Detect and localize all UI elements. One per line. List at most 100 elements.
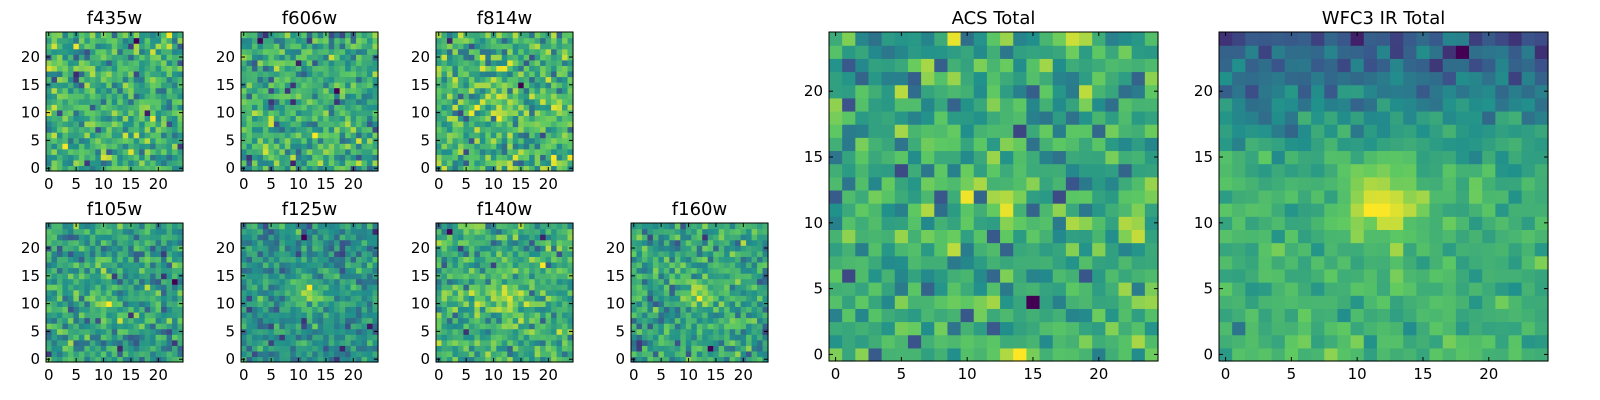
heatmap-cell: [150, 65, 157, 72]
heatmap-cell: [144, 159, 151, 167]
heatmap-cell: [446, 148, 454, 155]
heatmap-cell: [523, 93, 530, 100]
heatmap-cell: [56, 306, 64, 313]
heatmap-cell: [84, 54, 91, 61]
heatmap-cell: [658, 306, 665, 313]
heatmap-cell: [295, 159, 302, 167]
heatmap-cell: [973, 321, 988, 336]
heatmap-cell: [534, 43, 541, 50]
heatmap-cell: [106, 137, 113, 144]
heatmap-cell: [328, 159, 335, 167]
heatmap-cell: [284, 317, 291, 324]
heatmap-cell: [762, 284, 769, 291]
heatmap-cell: [139, 317, 146, 324]
heatmap-cell: [122, 93, 129, 100]
heatmap-cell: [740, 267, 747, 274]
heatmap-cell: [868, 347, 883, 362]
heatmap-cell: [317, 32, 324, 39]
heatmap-cell: [290, 234, 297, 241]
heatmap-cell: [501, 93, 508, 100]
heatmap-cell: [177, 104, 184, 111]
heatmap-cell: [518, 234, 525, 241]
heatmap-cell: [312, 43, 319, 50]
heatmap-cell: [62, 98, 69, 105]
heatmap-cell: [122, 98, 129, 105]
heatmap-cell: [284, 54, 291, 61]
heatmap-cell: [67, 143, 74, 150]
heatmap-cell: [468, 126, 475, 133]
heatmap-cell: [100, 137, 107, 144]
heatmap-cell: [529, 328, 536, 335]
heatmap-cell: [150, 109, 157, 116]
heatmap-cell: [463, 239, 470, 246]
heatmap-cell: [452, 65, 459, 72]
heatmap-cell: [474, 154, 481, 161]
heatmap-cell: [111, 143, 118, 150]
heatmap-cell: [551, 267, 558, 274]
heatmap-cell: [973, 308, 988, 323]
heatmap-cell: [317, 317, 324, 324]
heatmap-cell: [702, 278, 709, 285]
heatmap-cell: [562, 37, 569, 44]
heatmap-cell: [117, 273, 124, 280]
heatmap-cell: [496, 328, 503, 335]
heatmap-cell: [463, 250, 470, 257]
heatmap-cell: [144, 250, 151, 257]
heatmap-cell: [257, 59, 264, 66]
heatmap-cell: [328, 82, 335, 89]
heatmap-cell: [641, 245, 649, 252]
x-tick-label: 20: [734, 366, 753, 384]
heatmap-cell: [241, 132, 248, 139]
heatmap-cell: [636, 300, 643, 307]
heatmap-cell: [501, 154, 508, 161]
heatmap-cell: [246, 115, 253, 122]
heatmap-cell: [62, 137, 69, 144]
heatmap-cell: [139, 87, 146, 94]
heatmap-cell: [512, 317, 519, 324]
heatmap-cell: [241, 289, 248, 296]
heatmap-cell: [636, 328, 643, 335]
heatmap-cell: [452, 278, 459, 285]
heatmap-cell: [100, 82, 107, 89]
heatmap-cell: [746, 261, 753, 269]
heatmap-cell: [100, 59, 107, 66]
heatmap-cell: [339, 126, 346, 133]
heatmap-cell: [241, 339, 248, 346]
heatmap-cell: [67, 356, 74, 363]
heatmap-cell: [529, 228, 536, 235]
heatmap-cell: [735, 273, 742, 280]
heatmap-cell: [652, 239, 659, 246]
heatmap-cell: [1052, 229, 1067, 244]
heatmap-cell: [290, 65, 297, 72]
heatmap-cell: [172, 76, 179, 83]
heatmap-cell: [567, 98, 574, 105]
heatmap-cell: [545, 334, 552, 341]
heatmap-cell: [463, 76, 470, 83]
heatmap-cell: [295, 267, 302, 274]
heatmap-cell: [518, 148, 525, 155]
heatmap-cell: [658, 328, 665, 335]
heatmap-cell: [172, 323, 179, 330]
heatmap-cell: [345, 37, 352, 44]
heatmap-cell: [334, 137, 341, 144]
heatmap-cell: [257, 115, 264, 122]
heatmap-cell: [67, 48, 74, 55]
heatmap-cell: [452, 109, 459, 116]
heatmap-cell: [740, 311, 747, 319]
heatmap-cell: [62, 311, 69, 319]
heatmap-cell: [485, 65, 492, 72]
heatmap-cell: [501, 295, 508, 302]
heatmap-cell: [95, 306, 102, 313]
heatmap-cell: [62, 256, 69, 263]
heatmap-cell: [334, 37, 341, 44]
heatmap-cell: [707, 323, 714, 330]
heatmap-cell: [842, 295, 856, 309]
heatmap-cell: [78, 65, 85, 72]
heatmap-cell: [73, 98, 80, 105]
heatmap-cell: [361, 143, 368, 150]
heatmap-cell: [273, 43, 280, 50]
heatmap-cell: [350, 328, 357, 335]
heatmap-cell: [268, 323, 275, 330]
heatmap-cell: [122, 311, 129, 319]
